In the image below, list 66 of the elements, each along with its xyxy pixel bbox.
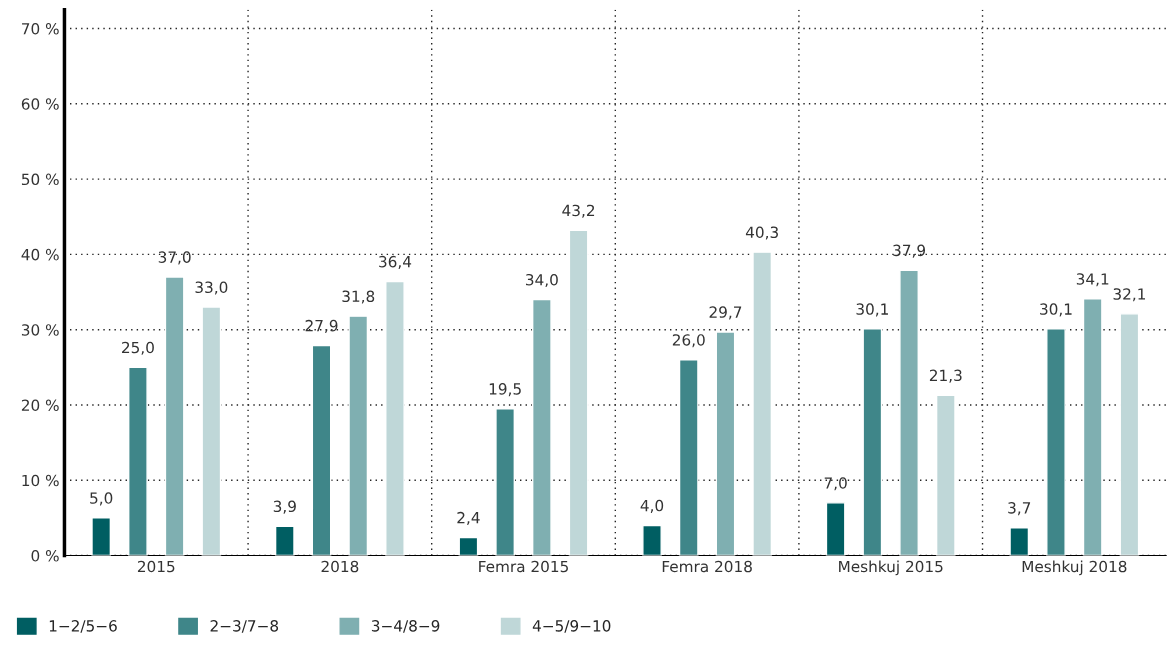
bar xyxy=(1082,298,1103,556)
data-label: 27,9 xyxy=(305,319,338,333)
bar xyxy=(531,298,552,556)
y-tick-label: 10 % xyxy=(22,474,59,487)
y-tick-label: 70 % xyxy=(22,22,59,35)
data-label: 37,0 xyxy=(158,251,191,265)
bar xyxy=(678,359,699,556)
data-label: 4,0 xyxy=(640,499,664,513)
legend-label: 1−2/5−6 xyxy=(49,620,117,633)
legend-label: 4−5/9−10 xyxy=(532,620,611,633)
bar xyxy=(495,408,516,556)
x-tick-label: Meshkuj 2018 xyxy=(1022,560,1127,576)
legend-label: 3−4/8−9 xyxy=(371,620,440,633)
bar xyxy=(91,517,112,556)
y-tick-label: 50 % xyxy=(21,173,59,186)
data-label: 3,9 xyxy=(273,500,296,514)
bar xyxy=(348,315,369,556)
x-tick-label: 2018 xyxy=(321,560,359,573)
y-tick-label: 40 % xyxy=(21,248,59,261)
data-label: 19,5 xyxy=(489,383,521,397)
y-tick-label: 0 % xyxy=(31,550,59,562)
data-label: 21,3 xyxy=(929,369,962,383)
bar xyxy=(164,276,185,556)
x-tick-label: Femra 2018 xyxy=(662,560,752,573)
data-label: 33,0 xyxy=(195,281,228,295)
bar xyxy=(1119,313,1140,556)
data-label: 31,8 xyxy=(342,290,375,304)
y-tick-label: 20 % xyxy=(21,399,59,411)
data-label: 5,0 xyxy=(90,492,113,506)
bar xyxy=(935,394,956,556)
bar xyxy=(458,536,479,556)
bar xyxy=(825,502,846,556)
bar xyxy=(128,366,148,556)
bar xyxy=(385,280,405,556)
y-tick-label: 30 % xyxy=(21,324,59,336)
bar xyxy=(752,251,773,556)
data-label: 26,0 xyxy=(672,334,705,348)
legend-label: 2−3/7−8 xyxy=(210,620,279,633)
bar xyxy=(862,328,883,556)
bar xyxy=(715,331,736,556)
data-label: 25,0 xyxy=(122,341,154,355)
data-label: 30,1 xyxy=(1040,303,1072,317)
x-tick-label: Meshkuj 2015 xyxy=(839,560,943,576)
bar xyxy=(1009,527,1030,556)
bar xyxy=(1046,328,1066,556)
data-label: 36,4 xyxy=(379,255,412,269)
data-label: 32,1 xyxy=(1113,288,1146,302)
x-tick-label: Femra 2015 xyxy=(479,560,568,573)
x-tick-label: 2015 xyxy=(137,560,175,573)
data-label: 34,1 xyxy=(1076,273,1109,287)
y-tick-label: 60 % xyxy=(21,98,59,110)
bar xyxy=(899,269,919,556)
data-label: 43,2 xyxy=(562,204,595,218)
bar xyxy=(311,344,332,556)
data-label: 37,9 xyxy=(893,244,926,258)
data-label: 40,3 xyxy=(745,226,778,240)
bar xyxy=(642,524,662,556)
data-label: 29,7 xyxy=(709,306,742,320)
bar xyxy=(201,306,222,556)
data-label: 2,4 xyxy=(457,511,480,525)
bar xyxy=(274,525,295,556)
data-label: 7,0 xyxy=(824,477,847,491)
bar xyxy=(568,229,589,556)
data-label: 3,7 xyxy=(1008,502,1031,516)
data-label: 34,0 xyxy=(526,273,558,288)
data-label: 30,1 xyxy=(856,303,888,317)
